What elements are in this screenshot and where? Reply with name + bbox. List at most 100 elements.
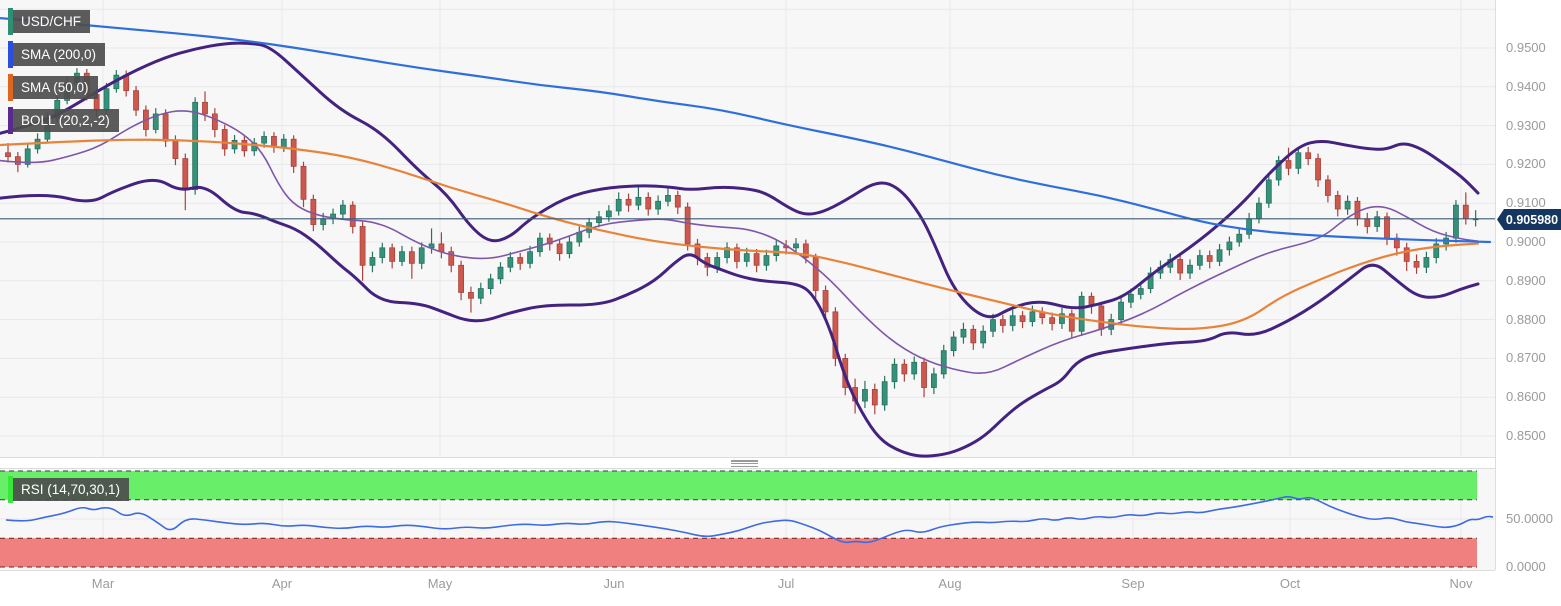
candle (300, 161, 307, 208)
candle (1059, 307, 1065, 329)
candle (359, 221, 366, 281)
candle (290, 135, 297, 173)
price-tick-label: 0.9100 (1506, 195, 1546, 211)
rsi-tick-label: 50.0000 (1506, 511, 1553, 526)
candle (753, 248, 760, 273)
candle (1403, 242, 1410, 272)
candle (931, 367, 937, 395)
panel-borders (0, 0, 1496, 571)
candle (1433, 238, 1440, 264)
candle (1315, 153, 1321, 187)
candle (921, 357, 927, 398)
candle (1206, 250, 1213, 269)
candle (211, 108, 218, 138)
candle (1177, 255, 1184, 281)
candle (487, 273, 494, 295)
candle (507, 252, 514, 273)
candle (527, 245, 533, 269)
candle (1374, 210, 1381, 232)
month-tick-label: Mar (91, 576, 115, 591)
candle (891, 358, 898, 389)
month-tick-label: Oct (1279, 576, 1301, 591)
candle (241, 135, 248, 157)
candle (980, 325, 987, 349)
candle (1305, 146, 1312, 166)
bollinger-upper-band-line (0, 41, 1480, 319)
candle (684, 202, 691, 251)
candle (724, 242, 730, 264)
price-panel-bg (0, 0, 1495, 457)
panel-resize-handle[interactable] (731, 459, 758, 468)
month-tick-label: Jun (603, 576, 625, 591)
current-price-value: 0.905980 (1505, 212, 1559, 227)
candle (349, 201, 356, 234)
month-tick-label: Sep (1121, 576, 1145, 591)
candle (862, 380, 868, 409)
candle (192, 97, 199, 195)
gridlines (0, 0, 1495, 570)
price-tick-label: 0.9200 (1506, 156, 1546, 172)
candle (418, 242, 425, 270)
overbought-zone (0, 471, 1477, 500)
sma200-line (0, 17, 1492, 244)
candle (497, 262, 504, 284)
candle (793, 238, 799, 253)
candle (822, 285, 829, 321)
price-tick-label: 0.9500 (1506, 40, 1546, 55)
price-tick-label: 0.8600 (1506, 389, 1546, 405)
rsi-line (5, 495, 1494, 544)
candle (389, 243, 396, 269)
candle (379, 242, 386, 264)
candle (655, 195, 661, 215)
candle (1295, 148, 1302, 175)
price-tick-label: 0.8500 (1506, 428, 1546, 443)
candle (1009, 309, 1016, 332)
candle (615, 192, 622, 216)
candle (734, 243, 740, 269)
month-tick-label: Apr (271, 576, 293, 591)
candle (1019, 311, 1026, 329)
candle (1078, 291, 1085, 336)
price-tick-label: 0.9300 (1506, 117, 1546, 133)
candle (1275, 155, 1282, 186)
sma50-line (0, 138, 1480, 330)
candles-layer (5, 68, 1479, 415)
candle (674, 190, 681, 215)
candle (635, 186, 642, 211)
candle (24, 144, 31, 168)
candle (1147, 267, 1154, 294)
candle (1325, 175, 1331, 203)
candle (1265, 175, 1272, 208)
month-tick-label: Nov (1449, 576, 1473, 591)
candle (556, 239, 563, 261)
candle (1187, 259, 1193, 279)
month-tick-label: May (427, 576, 453, 591)
candle (458, 260, 465, 301)
candle (408, 246, 415, 279)
candle (1453, 200, 1459, 243)
candle (1413, 254, 1420, 274)
bollinger-middle-band-line (0, 110, 1479, 374)
candle (1049, 312, 1055, 331)
candle (1423, 251, 1430, 274)
price-tick-label: 0.9000 (1506, 234, 1546, 249)
candle (468, 286, 474, 313)
candle (1196, 249, 1203, 270)
candle (517, 252, 524, 270)
candle (221, 124, 228, 156)
candle (5, 143, 11, 163)
candle (950, 331, 957, 357)
candle (152, 108, 159, 134)
candle (665, 188, 671, 207)
candle (1226, 236, 1233, 256)
candle (625, 193, 632, 212)
candle (881, 375, 888, 411)
candle (645, 192, 652, 216)
price-tick-label: 0.8800 (1506, 311, 1546, 327)
price-tick-label: 0.8700 (1506, 350, 1546, 366)
price-tick-label: 0.9400 (1506, 78, 1546, 94)
candle (1068, 309, 1075, 339)
candle (970, 325, 977, 350)
